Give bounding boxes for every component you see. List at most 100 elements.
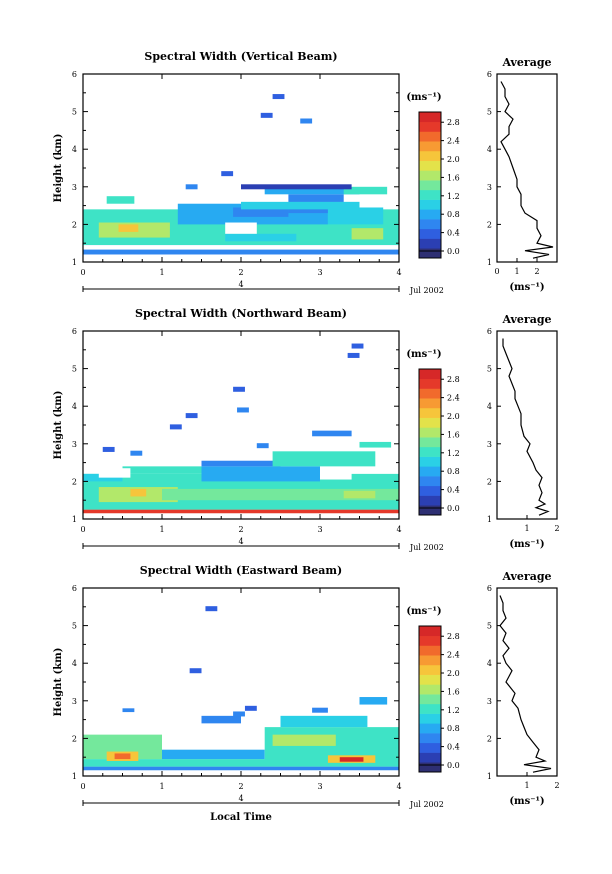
profile-y-tick-label: 1 xyxy=(487,258,492,267)
colorbar-tick-label: 1.2 xyxy=(447,706,460,715)
colorbar-segment xyxy=(419,742,441,753)
heatmap-cell xyxy=(233,207,289,217)
colorbar-tick-label: 0.8 xyxy=(447,467,460,476)
panel-0: Spectral Width (Vertical Beam) 1 2 3 4 5 6 Heig… xyxy=(53,50,558,295)
colorbar-segment xyxy=(419,674,441,685)
colorbar-segment xyxy=(419,466,441,477)
colorbar-segment xyxy=(419,219,441,230)
colorbar-segment xyxy=(419,189,441,200)
profile-y-tick-label: 3 xyxy=(487,440,492,449)
profile-x-tick-label: 0 xyxy=(494,267,499,276)
heatmap-patch xyxy=(205,606,218,612)
colorbar-tick-label: 0.8 xyxy=(447,724,460,733)
colorbar-tick-label: 1.6 xyxy=(447,173,460,182)
colorbar-segment xyxy=(419,626,441,637)
colorbar-tick-label: 2.4 xyxy=(447,394,460,403)
date-hour-label: 4 xyxy=(238,537,243,546)
colorbar-segment xyxy=(419,238,441,249)
colorbar-tick-label: 2.4 xyxy=(447,137,460,146)
x-tick-label: 2 xyxy=(238,782,243,791)
colorbar-segment xyxy=(419,388,441,399)
heatmap-cell xyxy=(343,186,388,195)
x-tick-label: 3 xyxy=(317,782,322,791)
heatmap-cells xyxy=(83,94,399,255)
blank-region xyxy=(359,196,399,208)
colorbar-unit: (ms⁻¹) xyxy=(406,349,441,360)
colorbar-segment xyxy=(419,160,441,171)
y-tick-label: 2 xyxy=(72,477,77,486)
profile-line xyxy=(500,81,554,259)
y-tick-label: 1 xyxy=(72,772,77,781)
profile-x-tick-label: 2 xyxy=(534,267,539,276)
profile-x-tick-label: 1 xyxy=(524,524,529,533)
colorbar-unit: (ms⁻¹) xyxy=(406,92,441,103)
colorbar-tick-label: 2.0 xyxy=(447,412,460,421)
colorbar-segment xyxy=(419,485,441,496)
profile-line xyxy=(502,338,550,516)
colorbar-segment xyxy=(419,209,441,220)
heatmap-cell xyxy=(83,473,123,482)
y-tick-label: 4 xyxy=(72,659,77,668)
colorbar-segment xyxy=(419,131,441,142)
heatmap-cell xyxy=(359,441,392,448)
heatmap-cell xyxy=(122,708,135,713)
date-label: Jul 2002 xyxy=(409,286,444,295)
colorbar-segment xyxy=(419,703,441,714)
heatmap-cells xyxy=(83,606,399,775)
colorbar-segment xyxy=(419,378,441,389)
profile-x-tick-label: 2 xyxy=(554,524,559,533)
heatmap-cell xyxy=(272,451,376,467)
heatmap-cell xyxy=(201,715,241,724)
x-tick-label: 1 xyxy=(159,525,164,534)
colorbar-segment xyxy=(419,437,441,448)
profile-x-tick-label: 1 xyxy=(514,267,519,276)
colorbar-segment xyxy=(419,150,441,161)
profile-y-tick-label: 6 xyxy=(487,327,492,336)
colorbar-segment xyxy=(419,684,441,695)
colorbar-segment xyxy=(419,369,441,380)
profile-y-tick-label: 6 xyxy=(487,584,492,593)
x-tick-label: 2 xyxy=(238,525,243,534)
colorbar-frame xyxy=(418,625,442,773)
colorbar-segment xyxy=(419,417,441,428)
heatmap-cell xyxy=(162,488,399,501)
colorbar-segment xyxy=(419,456,441,467)
colorbar-tick-label: 2.0 xyxy=(447,155,460,164)
profile-title: Average xyxy=(501,56,551,69)
y-tick-label: 1 xyxy=(72,258,77,267)
heatmap-cell xyxy=(343,490,376,499)
colorbar-segment xyxy=(419,141,441,152)
blank-region xyxy=(98,468,131,478)
colorbar-tick-label: 0.0 xyxy=(447,761,460,770)
profile-y-tick-label: 1 xyxy=(487,515,492,524)
y-tick-label: 3 xyxy=(72,697,77,706)
heatmap-patch xyxy=(233,386,245,392)
colorbar-segment xyxy=(419,170,441,181)
date-label: Jul 2002 xyxy=(409,800,444,809)
x-tick-label: 1 xyxy=(159,268,164,277)
x-tick-label: 1 xyxy=(159,782,164,791)
heatmap-cell xyxy=(106,196,135,204)
heatmap-cell xyxy=(114,753,131,760)
heatmap-cell xyxy=(83,759,399,767)
profile-y-tick-label: 2 xyxy=(487,477,492,486)
colorbar-segment xyxy=(419,733,441,744)
blank-region xyxy=(320,470,352,480)
heatmap-cell xyxy=(339,757,364,762)
colorbar-tick-label: 0.4 xyxy=(447,486,460,495)
colorbar-segment xyxy=(419,248,441,259)
profile-y-tick-label: 4 xyxy=(487,145,492,154)
heatmap-patch xyxy=(351,343,364,349)
heatmap-patch xyxy=(260,112,273,118)
heatmap-patch xyxy=(312,707,328,713)
colorbar-frame xyxy=(418,368,442,516)
colorbar-segment xyxy=(419,427,441,438)
profile-line xyxy=(499,595,552,773)
heatmap-patch xyxy=(272,94,285,100)
colorbar-tick-label: 2.4 xyxy=(447,651,460,660)
colorbar-segment xyxy=(419,723,441,734)
profile-y-tick-label: 3 xyxy=(487,697,492,706)
profile-y-tick-label: 6 xyxy=(487,70,492,79)
blank-region xyxy=(83,245,399,250)
y-tick-label: 2 xyxy=(72,220,77,229)
